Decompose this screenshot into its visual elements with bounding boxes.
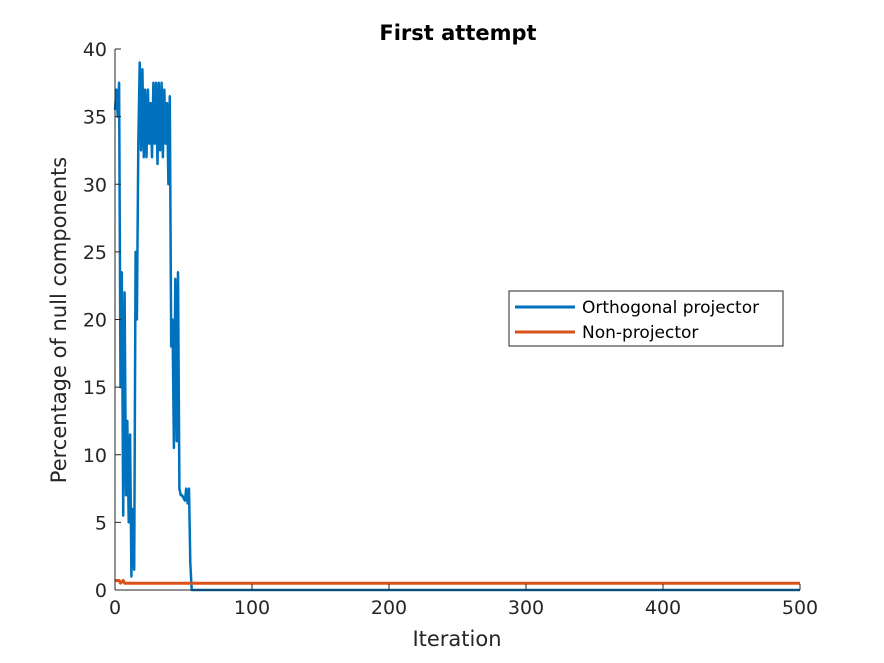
y-tick-label: 40 <box>83 39 107 61</box>
y-axis-label: Percentage of null components <box>47 157 71 483</box>
x-tick-label: 300 <box>508 597 544 619</box>
x-tick-label: 200 <box>371 597 407 619</box>
legend: Orthogonal projector Non-projector <box>508 290 784 347</box>
chart-title: First attempt <box>379 21 536 45</box>
y-tick-label: 20 <box>83 310 107 332</box>
x-tick-label: 400 <box>645 597 681 619</box>
legend-label-non-projector: Non-projector <box>582 323 698 343</box>
y-tick-label: 0 <box>95 580 107 602</box>
y-tick-label: 10 <box>83 445 107 467</box>
y-tick-layer: 0 5 10 15 20 25 30 35 40 <box>83 39 121 602</box>
legend-box <box>508 290 784 347</box>
y-tick-label: 25 <box>83 242 107 264</box>
y-tick-label: 15 <box>83 377 107 399</box>
series-layer <box>113 61 800 592</box>
series-line-orthogonal-projector <box>113 61 800 592</box>
series-line-non-projector <box>115 579 800 585</box>
legend-label-orthogonal-projector: Orthogonal projector <box>582 298 759 318</box>
x-tick-layer: 0 100 200 300 400 500 <box>109 584 818 619</box>
x-tick-label: 0 <box>109 597 121 619</box>
x-tick-label: 100 <box>234 597 270 619</box>
y-tick-label: 5 <box>95 512 107 534</box>
x-axis-label: Iteration <box>412 627 501 651</box>
x-tick-label: 500 <box>782 597 818 619</box>
y-tick-label: 30 <box>83 174 107 196</box>
y-tick-label: 35 <box>83 107 107 129</box>
